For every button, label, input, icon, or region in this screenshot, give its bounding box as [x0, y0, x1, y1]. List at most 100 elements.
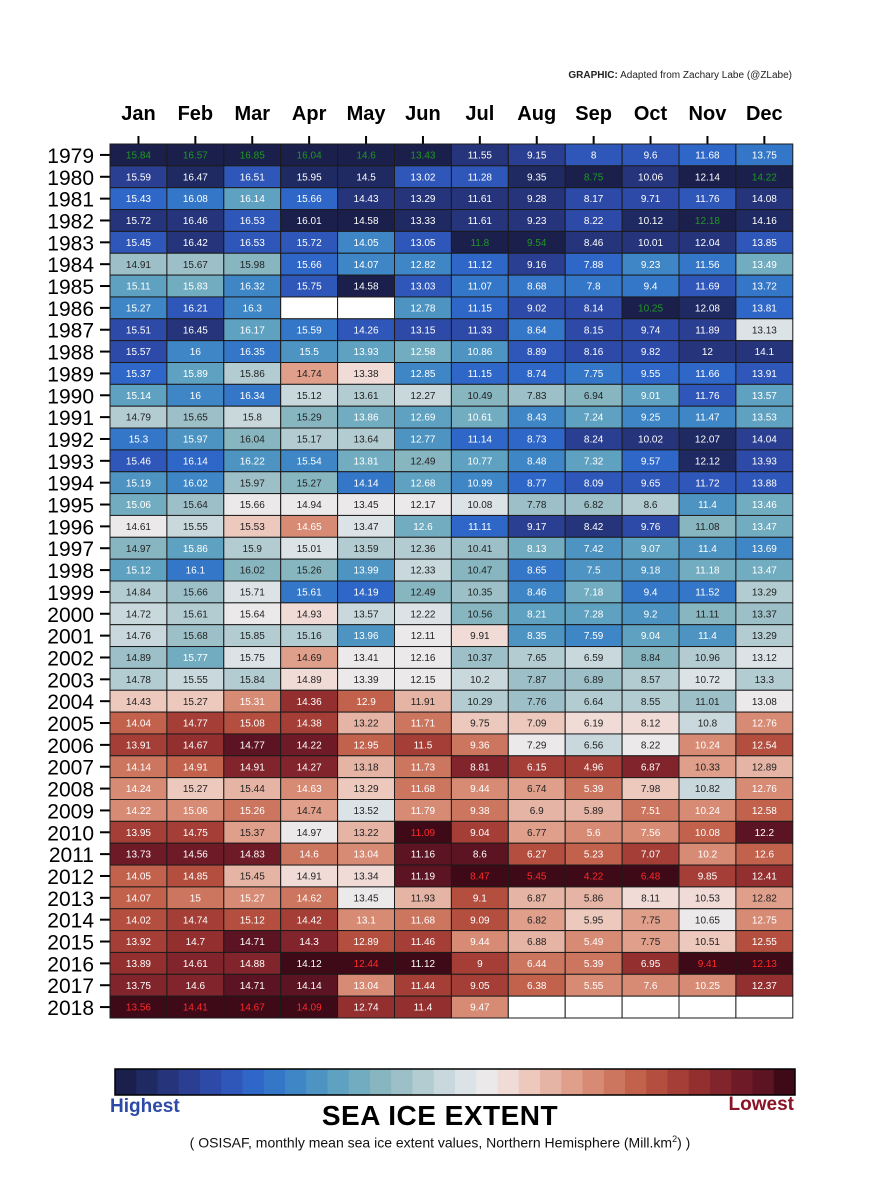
cell-value: 14.6: [356, 151, 376, 162]
cell-value: 16.21: [183, 303, 208, 314]
year-label: 1984: [47, 254, 94, 277]
cell-value: 12.89: [354, 937, 379, 948]
cell-value: 15.16: [297, 631, 322, 642]
cell-value: 14.43: [354, 194, 379, 205]
cell-value: 8.35: [527, 631, 547, 642]
cell-value: 11.4: [698, 544, 717, 555]
cell-value: 13.53: [752, 413, 777, 424]
cell-value: 12.58: [410, 347, 435, 358]
cell-value: 11.01: [695, 697, 720, 708]
cell-value: 11.15: [468, 369, 493, 380]
cell-value: 14.71: [240, 981, 265, 992]
cell-value: 8.84: [641, 653, 661, 664]
cell-value: 9.41: [698, 959, 718, 970]
cell-value: 12.74: [354, 1003, 379, 1014]
cell-value: 7.07: [641, 850, 661, 861]
cell-value: 14.85: [183, 872, 208, 883]
year-label: 1993: [47, 451, 94, 474]
colorbar-swatch: [497, 1069, 520, 1095]
cell-value: 7.8: [587, 282, 601, 293]
year-label: 1986: [47, 298, 94, 321]
year-label: 1989: [47, 363, 94, 386]
cell-value: 11.68: [411, 784, 436, 795]
cell-value: 13.85: [752, 238, 777, 249]
year-label: 1982: [47, 210, 94, 233]
year-label: 2000: [47, 604, 94, 627]
cell-value: 8.12: [641, 719, 661, 730]
cell-value: 10.2: [698, 850, 718, 861]
cell-value: 11.8: [470, 238, 489, 249]
colorbar-swatch: [115, 1069, 137, 1095]
cell-value: 14.74: [183, 915, 208, 926]
cell-value: 10.37: [467, 653, 492, 664]
cell-value: 11.19: [411, 872, 436, 883]
cell-value: 7.42: [584, 544, 604, 555]
cell-value: 8.89: [527, 347, 547, 358]
year-label: 1990: [47, 385, 94, 408]
year-label: 2001: [47, 626, 94, 649]
cell-value: 15.45: [126, 238, 151, 249]
cell-value: 8.64: [527, 325, 547, 336]
cell-value: 13.59: [354, 544, 379, 555]
cell-value: 16: [190, 347, 202, 358]
cell-value: 13.1: [356, 915, 376, 926]
cell-value: 13.29: [410, 194, 435, 205]
cell-value: 6.59: [584, 653, 604, 664]
cell-value: 14.79: [126, 413, 151, 424]
year-label: 2003: [47, 669, 94, 692]
cell-value: 11.44: [411, 981, 436, 992]
cell-value: 13.03: [410, 282, 435, 293]
cell-value: 15.59: [297, 325, 322, 336]
cell-value: 15.06: [126, 500, 151, 511]
cell-value: 15.26: [297, 566, 322, 577]
cell-value: 6.95: [641, 959, 661, 970]
cell-value: 13.15: [410, 325, 435, 336]
cell-value: 15.45: [240, 872, 265, 883]
cell-value: 9.01: [641, 391, 661, 402]
cell-value: 13.08: [752, 697, 777, 708]
cell-value: 12.18: [695, 216, 720, 227]
colorbar-swatch: [348, 1069, 371, 1095]
cell-value: 12.6: [413, 522, 433, 533]
cell-value: 6.27: [527, 850, 547, 861]
cell-value: 9.04: [470, 828, 490, 839]
cell-value: 16.01: [297, 216, 322, 227]
cell-value: 9.76: [641, 522, 661, 533]
cell-value: 11.93: [411, 893, 436, 904]
cell-value: 14.77: [240, 740, 265, 751]
cell-value: 13.47: [752, 522, 777, 533]
cell-value: 10.56: [467, 609, 492, 620]
month-label-jul: Jul: [465, 103, 494, 125]
cell-value: 9.09: [470, 915, 490, 926]
heat-cell: [735, 995, 794, 1019]
cell-value: 14.88: [240, 959, 265, 970]
cell-value: 15.72: [297, 238, 322, 249]
cell-value: 14.3: [299, 937, 319, 948]
cell-value: 8.46: [527, 588, 547, 599]
cell-value: 8.68: [527, 282, 547, 293]
cell-value: 13.57: [354, 609, 379, 620]
cell-value: 9.15: [527, 151, 547, 162]
colorbar-swatch: [731, 1069, 753, 1095]
cell-value: 15.95: [297, 172, 322, 183]
cell-value: 10.8: [698, 719, 718, 730]
colorbar-swatch: [327, 1069, 350, 1095]
cell-value: 9.23: [527, 216, 547, 227]
cell-value: 11.07: [468, 282, 493, 293]
cell-value: 13.52: [354, 806, 379, 817]
cell-value: 16: [190, 391, 202, 402]
cell-value: 15: [190, 893, 202, 904]
cell-value: 13.39: [354, 675, 379, 686]
month-label-jan: Jan: [121, 103, 155, 125]
cell-value: 8.16: [584, 347, 604, 358]
cell-value: 13.69: [752, 544, 777, 555]
heat-cell: [337, 296, 396, 320]
cell-value: 9.1: [473, 893, 487, 904]
cell-value: 14.26: [354, 325, 379, 336]
cell-value: 15.64: [183, 500, 208, 511]
cell-value: 13.47: [354, 522, 379, 533]
cell-value: 11.61: [468, 194, 493, 205]
cell-value: 8.81: [470, 762, 490, 773]
subtitle-text: ( OSISAF, monthly mean sea ice extent va…: [189, 1134, 673, 1151]
cell-value: 9.05: [470, 981, 490, 992]
